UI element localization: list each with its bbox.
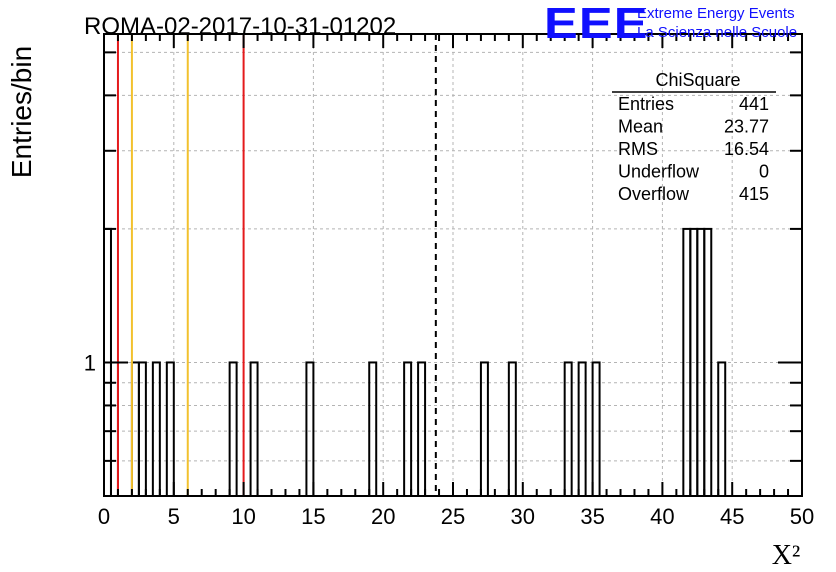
x-axis-label: X²	[772, 540, 801, 571]
chart-title: ROMA-02-2017-10-31-01202	[84, 13, 396, 40]
logo-caption: Extreme Energy Events La Scienza nelle S…	[637, 4, 797, 42]
reference-lines	[116, 34, 437, 496]
stats-row-label: Mean	[618, 117, 663, 137]
stats-row-label: Underflow	[618, 162, 700, 182]
eee-logo: EEE	[544, 0, 649, 48]
y-axis-label: Entries/bin	[6, 46, 37, 178]
x-tick-label: 35	[580, 504, 604, 529]
x-tick-label: 30	[511, 504, 535, 529]
stats-row-label: Entries	[618, 94, 674, 114]
x-tick-label: 10	[231, 504, 255, 529]
x-tick-label: 45	[720, 504, 744, 529]
x-tick-labels: 0 5 10 15 20 25 30 35 40 45 50	[98, 504, 814, 529]
logo-line-2: La Scienza nelle Scuole	[637, 24, 798, 41]
x-tick-label: 0	[98, 504, 110, 529]
stats-row-value: 415	[739, 184, 769, 204]
x-tick-label: 25	[441, 504, 465, 529]
stats-row-label: Overflow	[618, 184, 690, 204]
x-tick-label: 20	[371, 504, 395, 529]
stats-title: ChiSquare	[655, 70, 740, 90]
x-tick-label: 15	[301, 504, 325, 529]
stats-box: ChiSquare Entries 441 Mean 23.77 RMS 16.54 Unde…	[612, 70, 776, 204]
stats-row-value: 16.54	[724, 139, 769, 159]
y-tick-label: 1	[84, 350, 96, 375]
stats-row-value: 23.77	[724, 117, 769, 137]
stats-row-label: RMS	[618, 139, 658, 159]
x-tick-label: 40	[650, 504, 674, 529]
x-tick-label: 50	[790, 504, 814, 529]
x-tick-label: 5	[168, 504, 180, 529]
y-tick-labels: 1	[84, 350, 96, 375]
axes	[103, 33, 803, 497]
logo-line-1: Extreme Energy Events	[637, 5, 795, 22]
stats-row-value: 441	[739, 94, 769, 114]
stats-row-value: 0	[759, 162, 769, 182]
